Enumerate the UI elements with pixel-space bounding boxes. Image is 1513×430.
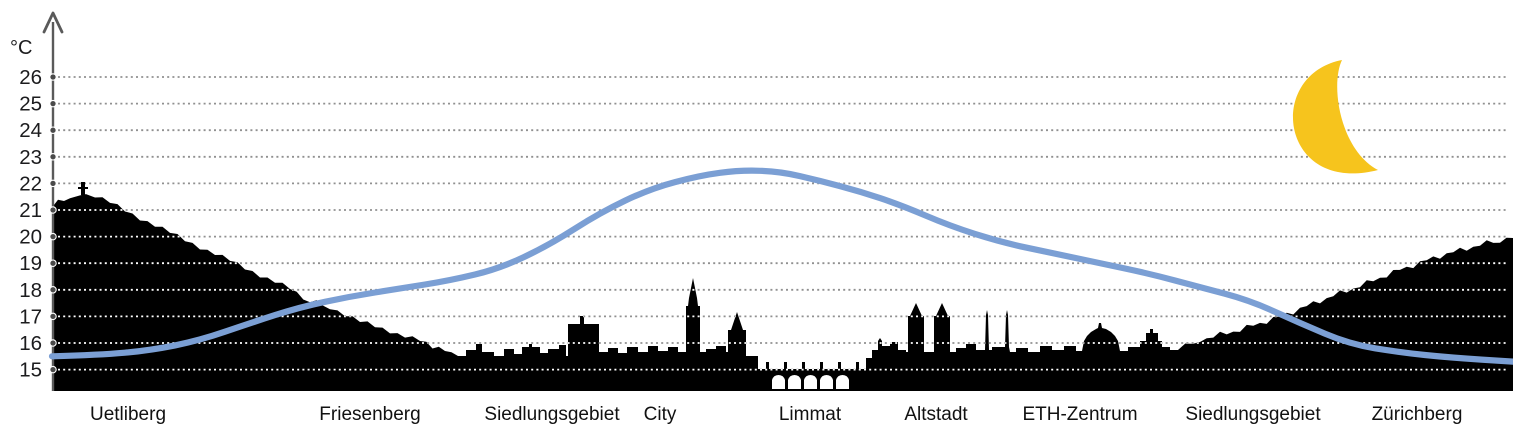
moon-icon <box>1292 60 1378 174</box>
axis-tick-dot <box>49 206 57 214</box>
axis-tick-dot <box>49 286 57 294</box>
bridge-arch <box>772 375 785 389</box>
y-tick-label: 20 <box>19 226 42 249</box>
axis-tick-dot <box>49 339 57 347</box>
labels: °C 15 16 17 18 19 20 21 22 23 24 25 26 Uetliberg Fries… <box>10 37 1462 425</box>
y-tick-label: 16 <box>19 332 42 355</box>
y-tick-label: 22 <box>19 172 42 195</box>
x-location-label: ETH-Zentrum <box>1022 404 1137 425</box>
axis-tick-dot <box>49 312 57 321</box>
bridge-arch <box>804 375 817 389</box>
axis-tick-dot <box>49 126 57 134</box>
limmat-bridge-arches <box>772 375 849 389</box>
y-tick-label: 24 <box>19 119 42 142</box>
y-tick-label: 21 <box>19 199 42 222</box>
x-location-label: Siedlungsgebiet <box>484 404 620 425</box>
x-location-label: Zürichberg <box>1372 404 1463 425</box>
y-tick-label: 25 <box>19 93 42 116</box>
uetliberg-tower <box>78 187 88 189</box>
bridge-arch <box>788 375 801 389</box>
x-location-label: Friesenberg <box>319 404 420 425</box>
x-location-label: City <box>644 404 677 425</box>
x-location-label: Siedlungsgebiet <box>1185 404 1321 425</box>
axis-tick-dot <box>49 153 57 161</box>
y-tick-label: 15 <box>19 359 42 382</box>
axis-tick-dot <box>49 259 57 267</box>
y-tick-label: 19 <box>19 252 42 275</box>
axis-tick-dot <box>49 99 57 108</box>
bridge-arch <box>836 375 849 389</box>
y-tick-label: 23 <box>19 146 42 169</box>
x-location-label: Limmat <box>779 404 842 425</box>
unit-label: °C <box>10 37 32 59</box>
y-tick-label: 26 <box>19 66 42 89</box>
bridge-arch <box>820 375 833 389</box>
x-location-label: Uetliberg <box>90 404 166 425</box>
y-tick-label: 17 <box>19 305 42 328</box>
temperature-curve <box>48 167 1513 365</box>
axis-tick-dot <box>49 365 57 374</box>
axis-tick-dot <box>49 232 57 241</box>
axis-tick-dot <box>49 73 57 81</box>
city-skyline-silhouette <box>52 194 1513 391</box>
axis-tick-dot <box>49 179 57 188</box>
y-axis-arrow <box>42 11 64 34</box>
x-location-label: Altstadt <box>904 404 968 425</box>
y-tick-label: 18 <box>19 279 42 302</box>
